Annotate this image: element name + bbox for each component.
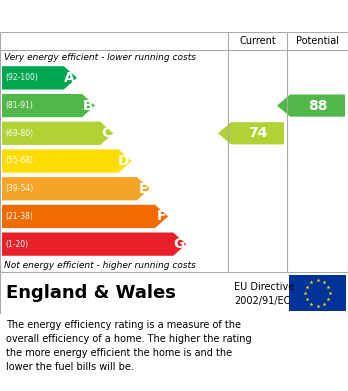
Polygon shape (2, 205, 168, 228)
Text: C: C (101, 126, 111, 140)
Text: (1-20): (1-20) (5, 240, 28, 249)
Polygon shape (277, 95, 345, 117)
Text: EU Directive: EU Directive (234, 282, 294, 292)
Text: (39-54): (39-54) (5, 184, 33, 193)
Text: 88: 88 (308, 99, 327, 113)
Text: A: A (64, 71, 75, 85)
Text: 74: 74 (248, 126, 267, 140)
Text: F: F (157, 210, 166, 223)
Text: England & Wales: England & Wales (6, 284, 176, 302)
Polygon shape (2, 94, 95, 117)
Polygon shape (218, 122, 284, 144)
Polygon shape (2, 122, 113, 145)
Text: (69-80): (69-80) (5, 129, 33, 138)
Text: Current: Current (239, 36, 276, 46)
Text: The energy efficiency rating is a measure of the
overall efficiency of a home. T: The energy efficiency rating is a measur… (6, 320, 252, 372)
Text: 2002/91/EC: 2002/91/EC (234, 296, 290, 307)
Text: (81-91): (81-91) (5, 101, 33, 110)
Polygon shape (2, 177, 150, 200)
Text: Not energy efficient - higher running costs: Not energy efficient - higher running co… (4, 260, 196, 269)
Text: Potential: Potential (296, 36, 339, 46)
Text: B: B (82, 99, 93, 113)
Polygon shape (2, 149, 132, 173)
Text: (21-38): (21-38) (5, 212, 33, 221)
Polygon shape (2, 66, 77, 90)
Text: Energy Efficiency Rating: Energy Efficiency Rating (10, 9, 220, 23)
Text: E: E (138, 182, 148, 196)
Text: G: G (173, 237, 184, 251)
Polygon shape (2, 233, 186, 256)
Text: (92-100): (92-100) (5, 74, 38, 83)
Text: Very energy efficient - lower running costs: Very energy efficient - lower running co… (4, 52, 196, 61)
Bar (289, 275, 346, 311)
Text: D: D (118, 154, 129, 168)
Text: (55-68): (55-68) (5, 156, 33, 165)
